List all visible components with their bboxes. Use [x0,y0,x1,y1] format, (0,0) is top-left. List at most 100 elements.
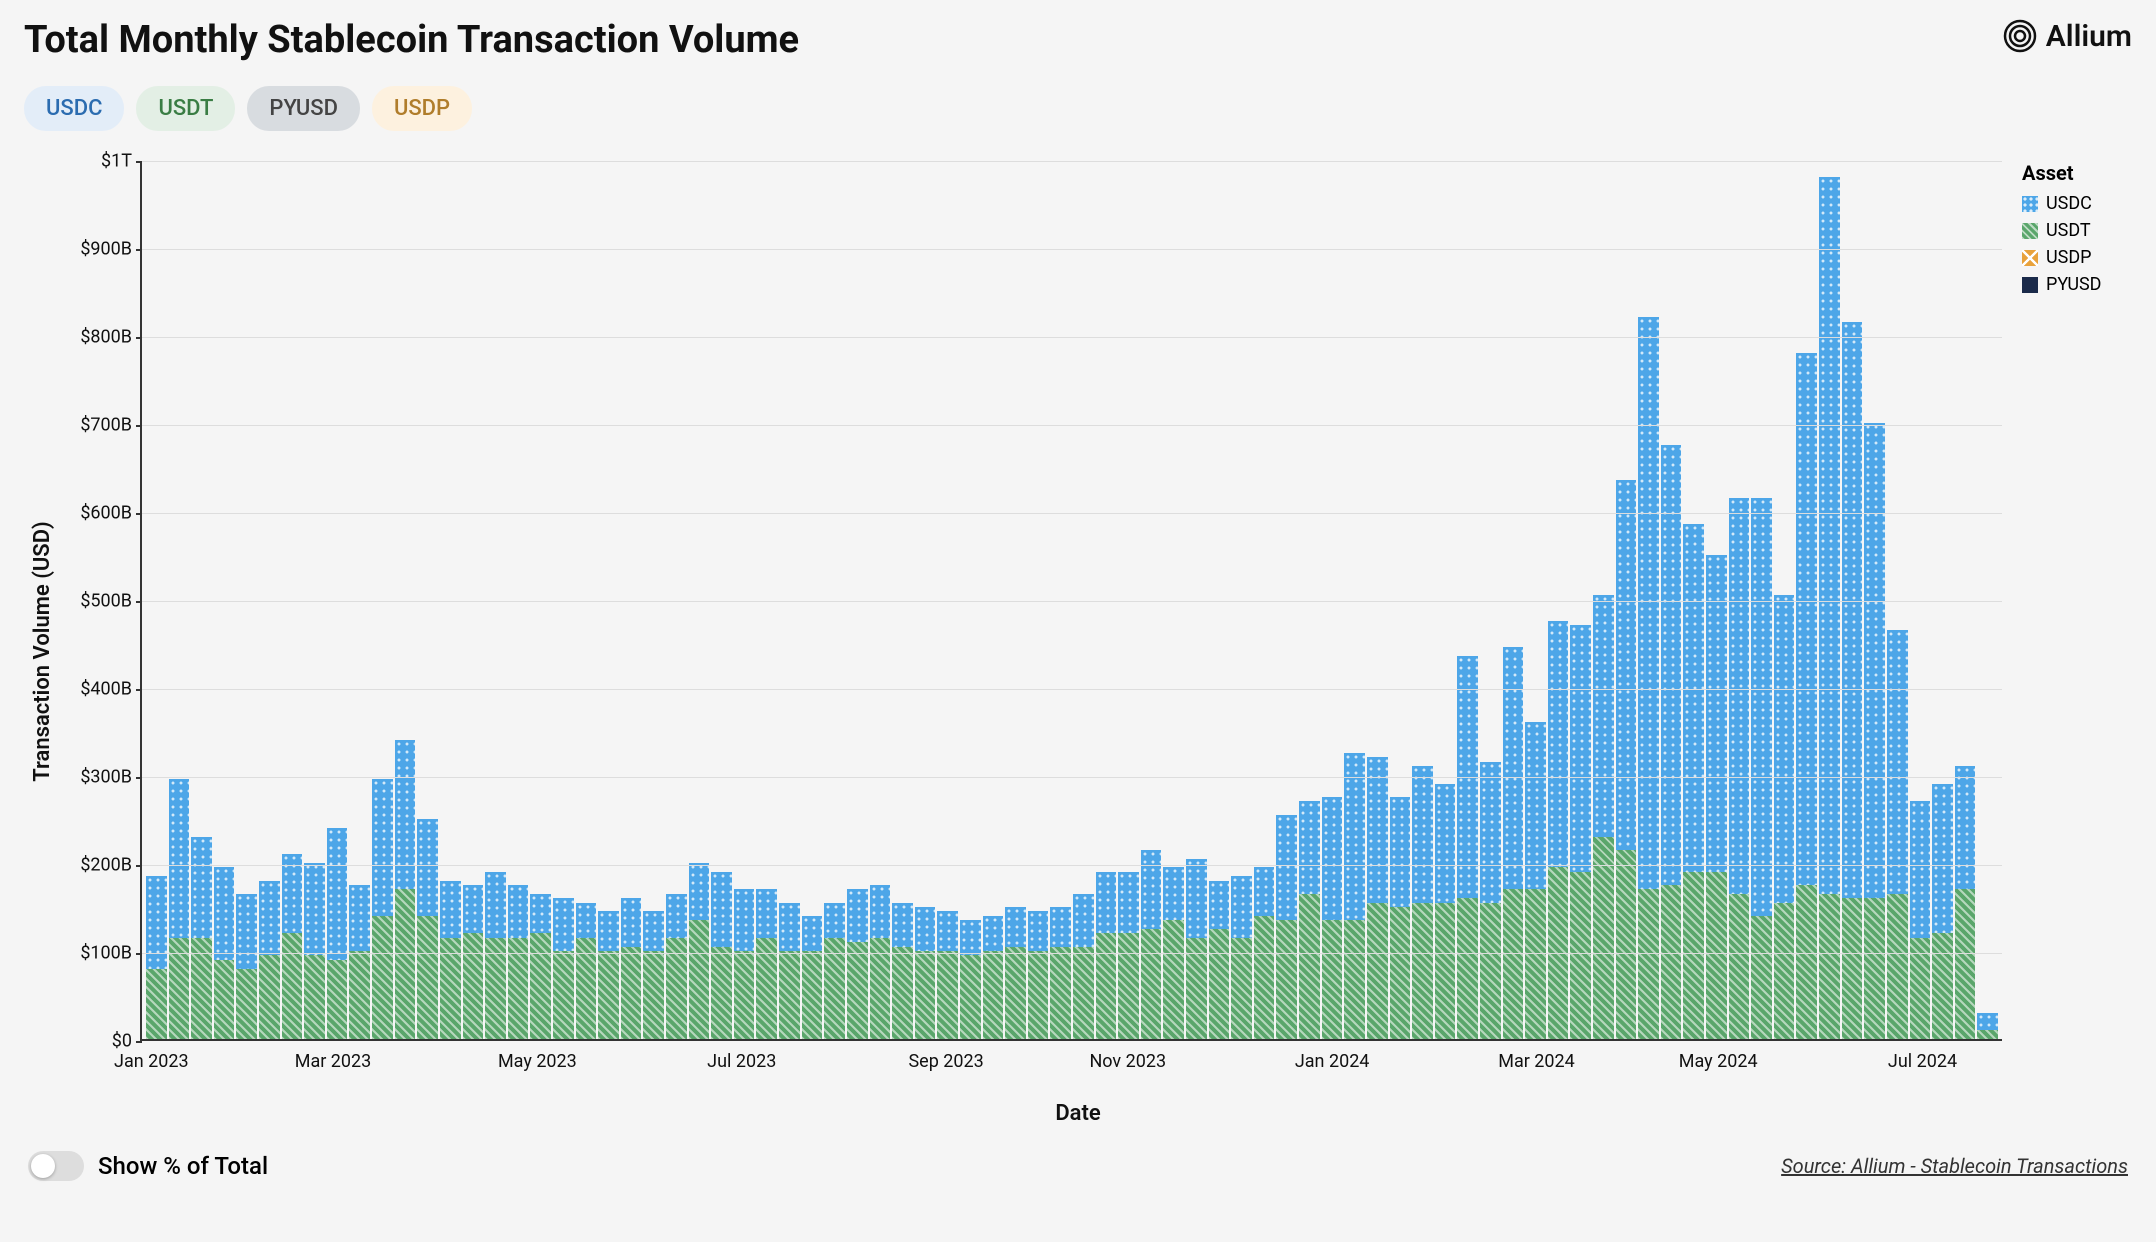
bar-column[interactable] [847,889,868,1039]
bar-column[interactable] [870,885,891,1039]
bar-column[interactable] [349,885,370,1039]
bar-column[interactable] [960,920,981,1039]
bar-segment-usdc [236,894,257,969]
bar-column[interactable] [1977,1013,1998,1039]
legend-item-usdc[interactable]: USDC [2022,193,2132,214]
bar-column[interactable] [621,898,642,1039]
bar-column[interactable] [824,903,845,1039]
filter-pill-pyusd[interactable]: PYUSD [247,86,360,131]
bar-column[interactable] [666,894,687,1039]
bar-column[interactable] [463,885,484,1039]
source-link[interactable]: Source: Allium - Stablecoin Transactions [1781,1154,2128,1178]
bar-column[interactable] [1706,555,1727,1039]
bar-column[interactable] [146,876,167,1039]
bar-column[interactable] [1073,894,1094,1039]
bar-segment-usdc [169,779,190,937]
bar-column[interactable] [1435,784,1456,1039]
bar-segment-usdc [214,867,235,959]
bar-column[interactable] [1932,784,1953,1039]
bar-column[interactable] [1276,815,1297,1039]
bar-column[interactable] [1028,911,1049,1039]
bar-column[interactable] [892,903,913,1039]
plot-area [140,161,2002,1041]
filter-pill-usdc[interactable]: USDC [24,86,124,131]
bar-column[interactable] [734,889,755,1039]
bar-column[interactable] [1729,498,1750,1039]
bar-column[interactable] [937,911,958,1039]
bar-column[interactable] [1751,498,1772,1039]
bar-column[interactable] [915,907,936,1039]
legend-item-usdt[interactable]: USDT [2022,220,2132,241]
bar-column[interactable] [1616,480,1637,1039]
bar-column[interactable] [1367,757,1388,1039]
legend-item-pyusd[interactable]: PYUSD [2022,274,2132,295]
bar-column[interactable] [440,881,461,1039]
bar-column[interactable] [1209,881,1230,1039]
pct-toggle[interactable] [28,1151,84,1181]
bar-column[interactable] [1593,595,1614,1039]
bar-column[interactable] [417,819,438,1039]
filter-pill-usdt[interactable]: USDT [136,86,235,131]
bar-column[interactable] [1322,797,1343,1039]
bar-segment-usdt [1729,894,1750,1039]
bar-column[interactable] [508,885,529,1039]
bar-column[interactable] [1661,445,1682,1039]
bar-column[interactable] [1096,872,1117,1039]
bar-column[interactable] [236,894,257,1039]
bar-column[interactable] [1344,753,1365,1039]
bar-column[interactable] [395,740,416,1039]
bar-column[interactable] [304,863,325,1039]
bar-column[interactable] [282,854,303,1039]
bar-column[interactable] [1955,766,1976,1039]
bar-column[interactable] [1141,850,1162,1039]
bar-column[interactable] [1819,177,1840,1039]
bar-column[interactable] [1480,762,1501,1039]
bar-column[interactable] [1842,322,1863,1039]
bar-column[interactable] [1887,630,1908,1039]
bar-column[interactable] [259,881,280,1039]
bar-column[interactable] [1548,621,1569,1039]
bar-column[interactable] [372,779,393,1039]
bar-segment-usdc [395,740,416,890]
bar-column[interactable] [756,889,777,1039]
bar-column[interactable] [530,894,551,1039]
bar-column[interactable] [1864,423,1885,1039]
bar-column[interactable] [485,872,506,1039]
bar-column[interactable] [1796,353,1817,1039]
bar-column[interactable] [1570,625,1591,1039]
bar-segment-usdt [1344,920,1365,1039]
bar-column[interactable] [1299,801,1320,1039]
bar-column[interactable] [1457,656,1478,1039]
bar-column[interactable] [802,916,823,1039]
x-tick-label: Nov 2023 [1089,1051,1166,1072]
bar-column[interactable] [711,872,732,1039]
bar-segment-usdc [1683,524,1704,872]
bar-column[interactable] [553,898,574,1039]
y-tick-label: $200B [80,855,132,876]
bar-column[interactable] [1390,797,1411,1039]
bar-column[interactable] [191,837,212,1039]
bar-column[interactable] [1412,766,1433,1039]
bar-column[interactable] [327,828,348,1039]
brand-logo: Allium [2002,18,2132,54]
bar-column[interactable] [1503,647,1524,1039]
bar-column[interactable] [643,911,664,1039]
bar-column[interactable] [1525,722,1546,1039]
legend-item-usdp[interactable]: USDP [2022,247,2132,268]
bar-column[interactable] [689,863,710,1039]
bar-segment-usdc [1096,872,1117,934]
bar-column[interactable] [1186,859,1207,1039]
bar-column[interactable] [169,779,190,1039]
bar-column[interactable] [1231,876,1252,1039]
bar-column[interactable] [1050,907,1071,1039]
bar-column[interactable] [983,916,1004,1039]
bar-column[interactable] [576,903,597,1039]
filter-pill-usdp[interactable]: USDP [372,86,472,131]
bar-column[interactable] [1774,595,1795,1039]
bar-column[interactable] [598,911,619,1039]
bar-column[interactable] [779,903,800,1039]
legend: Asset USDCUSDTUSDPPYUSD [2002,161,2132,1141]
bar-column[interactable] [1118,872,1139,1039]
bar-column[interactable] [1910,801,1931,1039]
bar-column[interactable] [1005,907,1026,1039]
